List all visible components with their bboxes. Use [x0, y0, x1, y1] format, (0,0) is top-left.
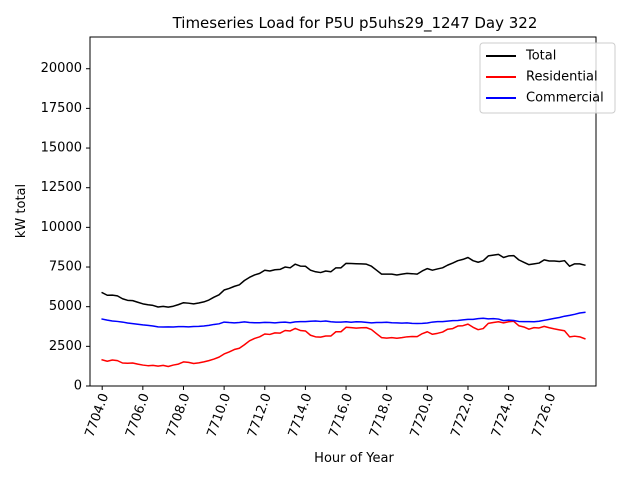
series-line-commercial — [101, 311, 586, 328]
legend: Total Residential Commercial — [479, 42, 616, 114]
x-axis-label: Hour of Year — [314, 451, 394, 466]
y-tick-label: 2500 — [49, 339, 82, 354]
series-line-total — [101, 253, 586, 308]
chart-title: Timeseries Load for P5U p5uhs29_1247 Day… — [172, 14, 538, 33]
series-line-residential — [101, 320, 586, 368]
plot-frame — [89, 36, 597, 387]
legend-label-residential: Residential — [526, 70, 598, 85]
y-tick-label: 12500 — [41, 180, 82, 195]
y-tick-label: 10000 — [41, 220, 82, 235]
y-tick-label: 17500 — [41, 101, 82, 116]
y-tick-label: 15000 — [41, 141, 82, 156]
y-tick-label: 0 — [74, 379, 82, 394]
series-layer — [101, 253, 586, 368]
y-tick-label: 5000 — [49, 299, 82, 314]
axes-layer — [89, 36, 597, 387]
legend-label-commercial: Commercial — [526, 91, 604, 106]
y-tick-label: 7500 — [49, 260, 82, 275]
legend-label-total: Total — [525, 49, 556, 64]
y-axis: 0 2500 5000 7500 10000 12500 15000 17500 20000 — [41, 61, 90, 394]
legend-box — [479, 42, 616, 114]
y-tick-label: 20000 — [41, 61, 82, 76]
y-axis-label: kW total — [14, 184, 29, 238]
